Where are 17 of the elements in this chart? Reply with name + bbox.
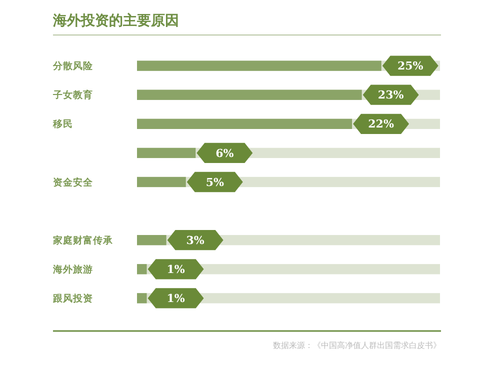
data-label: 1%: [166, 292, 186, 306]
data-label: 6%: [216, 146, 234, 160]
y-tick-label: 分散风险: [52, 60, 94, 72]
data-label: 5%: [206, 176, 224, 189]
y-tick-label: 资金安全: [53, 176, 94, 188]
data-label: 22%: [368, 118, 394, 131]
data-label: 25%: [397, 60, 424, 73]
source-note: 数据来源：《中国高净值人群出国需求白皮书》: [273, 341, 441, 350]
y-tick-label: 家庭财富传承: [52, 234, 114, 246]
y-tick-label: 子女教育: [52, 89, 93, 102]
y-tick-label: 移民: [52, 118, 73, 130]
data-label: 1%: [166, 263, 186, 276]
data-label: 3%: [186, 234, 205, 247]
y-tick-label: 海外旅游: [52, 263, 93, 276]
data-label: 23%: [378, 88, 404, 102]
y-tick-label: 跟风投资: [52, 292, 93, 305]
chart-title: 海外投资的主要原因: [52, 12, 179, 29]
